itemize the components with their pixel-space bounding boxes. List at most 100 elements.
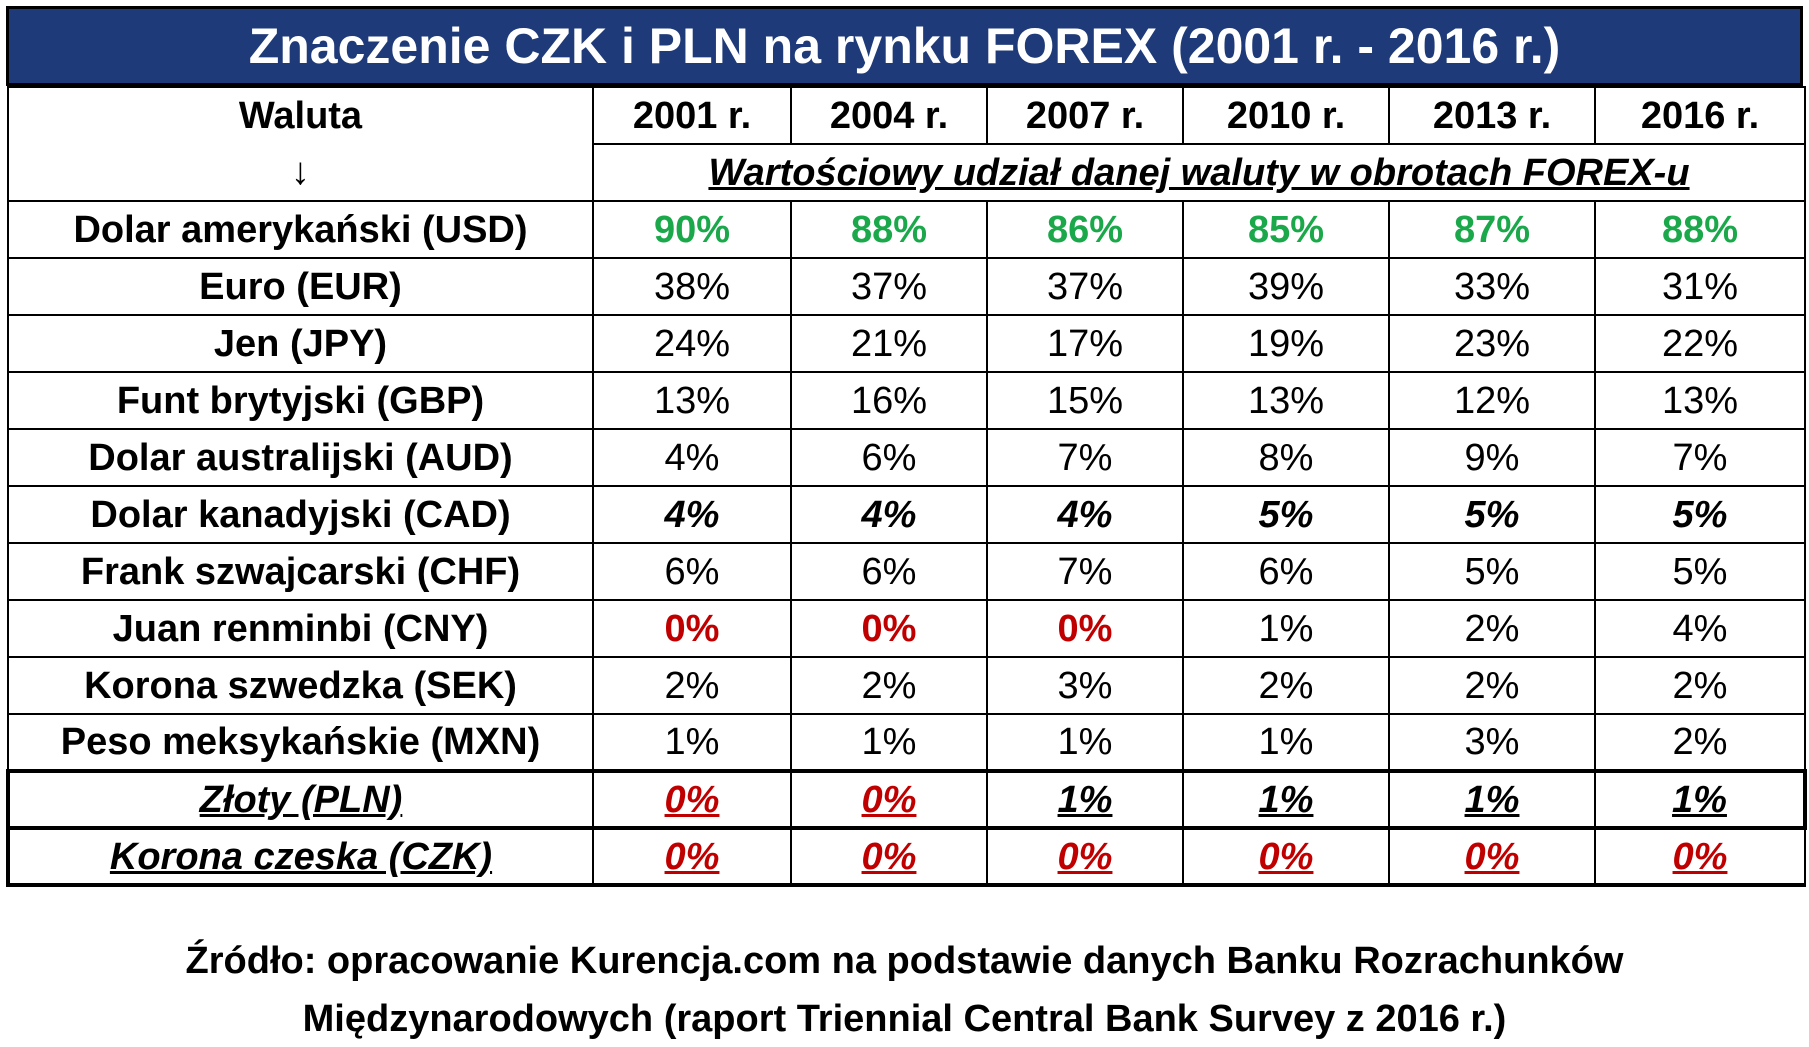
share-value: 8%	[1182, 428, 1390, 487]
share-value-text: 1%	[1057, 778, 1113, 821]
share-value-text: 1%	[1672, 778, 1727, 821]
share-value: 1%	[1182, 769, 1390, 830]
share-value-text: 9%	[1464, 436, 1520, 479]
share-value-text: 15%	[1046, 379, 1124, 422]
source-note-line-1: Źródło: opracowanie Kurencja.com na pods…	[185, 940, 1624, 982]
share-value: 3%	[986, 656, 1184, 715]
share-value-text: 21%	[850, 322, 928, 365]
forex-table: Waluta 2001 r. 2004 r. 2007 r. 2010 r. 2…	[6, 86, 1807, 887]
table-row: Frank szwajcarski (CHF) 6% 6% 7% 6% 5% 5%	[7, 542, 1806, 601]
share-value: 6%	[790, 428, 988, 487]
share-value: 7%	[986, 542, 1184, 601]
share-value-text: 13%	[1661, 379, 1739, 422]
share-value-text: 2%	[1258, 664, 1314, 707]
share-value-text: 37%	[850, 265, 928, 308]
share-value: 4%	[1594, 599, 1806, 658]
share-value-text: 5%	[1672, 550, 1728, 593]
table-row: Peso meksykańskie (MXN) 1% 1% 1% 1% 3% 2%	[7, 713, 1806, 772]
currency-label: Juan renminbi (CNY)	[7, 599, 594, 658]
currency-label: Funt brytyjski (GBP)	[7, 371, 594, 430]
share-value: 1%	[1388, 769, 1596, 830]
subheader-row: ↓ Wartościowy udział danej waluty w obro…	[7, 143, 1806, 202]
share-value-text: 4%	[664, 436, 720, 479]
share-value: 22%	[1594, 314, 1806, 373]
share-value: 2%	[1182, 656, 1390, 715]
share-value-text: 0%	[1057, 607, 1113, 650]
share-value-text: 88%	[850, 208, 928, 251]
share-value-text: 0%	[1258, 835, 1314, 878]
share-value-text: 4%	[664, 493, 720, 536]
share-value: 33%	[1388, 257, 1596, 316]
share-value-text: 0%	[664, 778, 720, 821]
share-value: 23%	[1388, 314, 1596, 373]
share-value: 86%	[986, 200, 1184, 259]
currency-label: Dolar kanadyjski (CAD)	[7, 485, 594, 544]
share-value-text: 0%	[1057, 835, 1113, 878]
currency-label: Dolar amerykański (USD)	[7, 200, 594, 259]
currency-label: Jen (JPY)	[7, 314, 594, 373]
share-value-text: 90%	[653, 208, 731, 251]
share-value-text: 38%	[653, 265, 731, 308]
share-value-text: 39%	[1247, 265, 1325, 308]
share-value-text: 12%	[1453, 379, 1531, 422]
share-value-text: 23%	[1453, 322, 1531, 365]
share-value-text: 1%	[861, 721, 917, 763]
share-value-text: 2%	[861, 664, 917, 707]
currency-label: Dolar australijski (AUD)	[7, 428, 594, 487]
share-value-text: 7%	[1057, 550, 1113, 593]
share-value: 6%	[790, 542, 988, 601]
share-value: 7%	[986, 428, 1184, 487]
share-value: 1%	[1182, 599, 1390, 658]
share-value-text: 2%	[1672, 721, 1728, 763]
share-value: 1%	[1594, 769, 1807, 830]
share-value-text: 24%	[653, 322, 731, 365]
share-value-text: 19%	[1247, 322, 1325, 365]
share-value: 85%	[1182, 200, 1390, 259]
share-value: 2%	[1594, 713, 1806, 772]
share-value: 3%	[1388, 713, 1596, 772]
share-value-text: 6%	[861, 550, 917, 593]
table-row: Funt brytyjski (GBP) 13% 16% 15% 13% 12% 13%	[7, 371, 1806, 430]
share-value: 0%	[592, 599, 792, 658]
share-value: 5%	[1594, 542, 1806, 601]
share-value: 0%	[1594, 826, 1806, 887]
share-value-text: 8%	[1258, 436, 1314, 479]
share-value: 1%	[592, 713, 792, 772]
share-value: 7%	[1594, 428, 1806, 487]
share-value-text: 5%	[1464, 550, 1520, 593]
share-value-text: 13%	[653, 379, 731, 422]
share-value: 13%	[1594, 371, 1806, 430]
share-value: 5%	[1388, 485, 1596, 544]
table-row: Juan renminbi (CNY) 0% 0% 0% 1% 2% 4%	[7, 599, 1806, 658]
share-value: 90%	[592, 200, 792, 259]
currency-label: Korona szwedzka (SEK)	[7, 656, 594, 715]
share-value: 5%	[1182, 485, 1390, 544]
share-value: 87%	[1388, 200, 1596, 259]
share-value-text: 31%	[1661, 265, 1739, 308]
share-value-text: 1%	[664, 721, 720, 763]
share-value: 0%	[790, 826, 988, 887]
share-value: 4%	[986, 485, 1184, 544]
share-value-text: 6%	[861, 436, 917, 479]
share-value-text: 4%	[1057, 493, 1113, 536]
share-value: 6%	[1182, 542, 1390, 601]
share-value: 15%	[986, 371, 1184, 430]
share-value-text: 3%	[1057, 664, 1113, 707]
table-row: Korona czeska (CZK) 0% 0% 0% 0% 0% 0%	[6, 826, 1806, 887]
share-value-text: 88%	[1661, 208, 1739, 251]
share-value-text: 0%	[664, 835, 720, 878]
column-header: 2007 r.	[986, 86, 1184, 145]
currency-label: Korona czeska (CZK)	[6, 826, 594, 887]
share-value: 2%	[1388, 599, 1596, 658]
share-value-text: 2%	[1464, 607, 1520, 650]
currency-label: Euro (EUR)	[7, 257, 594, 316]
share-value-text: 6%	[1258, 550, 1314, 593]
share-value: 1%	[1182, 713, 1390, 772]
share-value: 19%	[1182, 314, 1390, 373]
share-value: 88%	[790, 200, 988, 259]
table-row: Euro (EUR) 38% 37% 37% 39% 33% 31%	[7, 257, 1806, 316]
share-value-text: 1%	[1057, 721, 1113, 763]
share-value: 2%	[790, 656, 988, 715]
share-value-text: 33%	[1453, 265, 1531, 308]
table-row: Dolar australijski (AUD) 4% 6% 7% 8% 9% 7%	[7, 428, 1806, 487]
